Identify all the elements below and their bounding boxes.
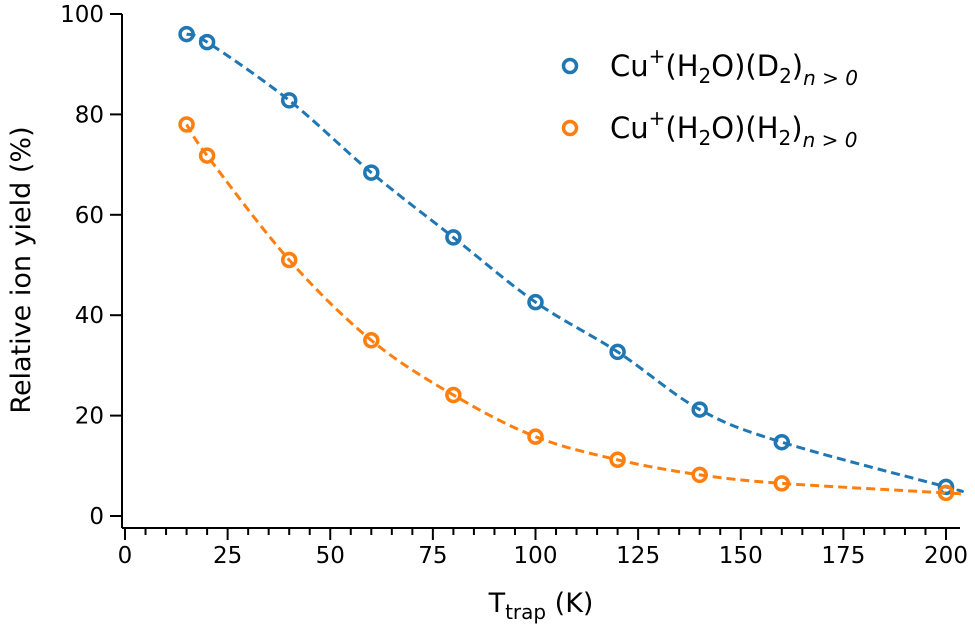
y-tick-label: 40 — [75, 303, 104, 329]
data-point — [609, 451, 626, 469]
x-tick-label: 75 — [418, 543, 447, 569]
legend-entry-1: Cu+(H2O)(H2)n > 0 — [561, 106, 857, 152]
x-tick-label: 125 — [616, 543, 660, 569]
data-point — [363, 164, 380, 181]
x-tick-label: 100 — [514, 543, 558, 569]
data-point — [280, 251, 298, 269]
x-axis-title: Ttrap (K) — [488, 588, 594, 624]
x-tick-label: 175 — [821, 543, 865, 569]
x-ticks: 0 25 50 75 100 125 150 175 200 — [118, 528, 968, 569]
legend-label-1: Cu+(H2O)(H2)n > 0 — [610, 106, 857, 152]
x-tick-label: 200 — [924, 543, 968, 569]
data-point — [445, 229, 462, 246]
y-axis-title: Relative ion yield (%) — [6, 126, 37, 413]
data-point — [937, 478, 955, 496]
series-layer — [178, 25, 964, 502]
x-tick-label: 25 — [213, 543, 242, 569]
data-point — [773, 433, 791, 451]
data-point — [178, 116, 195, 133]
data-point — [178, 25, 195, 43]
data-point — [198, 33, 216, 51]
data-point — [691, 401, 708, 418]
y-ticks: 0 20 40 60 80 100 — [60, 2, 122, 530]
y-tick-label: 80 — [75, 102, 104, 128]
series-1 — [178, 116, 964, 502]
series-line — [186, 32, 964, 493]
x-tick-label: 150 — [719, 543, 763, 569]
legend-entry-0: Cu+(H2O)(D2)n > 0 — [561, 44, 858, 90]
legend-marker-1 — [561, 119, 579, 137]
data-point — [773, 475, 791, 492]
y-tick-label: 20 — [75, 404, 104, 430]
data-point — [363, 332, 380, 349]
legend: Cu+(H2O)(D2)n > 0 Cu+(H2O)(H2)n > 0 — [561, 44, 858, 152]
legend-marker-0 — [561, 57, 579, 75]
data-point — [445, 386, 462, 404]
data-point — [527, 293, 544, 311]
x-tick-label: 50 — [316, 543, 345, 569]
data-point — [937, 484, 955, 502]
data-point — [527, 428, 544, 445]
y-tick-label: 100 — [60, 2, 104, 28]
x-axis-title-subscript: trap — [505, 600, 546, 624]
series-line — [185, 123, 964, 496]
legend-label-0: Cu+(H2O)(D2)n > 0 — [610, 44, 858, 90]
data-point — [198, 147, 216, 164]
data-point — [691, 466, 708, 484]
y-tick-label: 0 — [89, 504, 104, 530]
data-point — [609, 343, 626, 361]
y-tick-label: 60 — [75, 203, 104, 229]
series-0 — [178, 25, 964, 496]
x-tick-label: 0 — [118, 543, 133, 569]
data-point — [280, 92, 298, 109]
axes — [121, 14, 960, 529]
